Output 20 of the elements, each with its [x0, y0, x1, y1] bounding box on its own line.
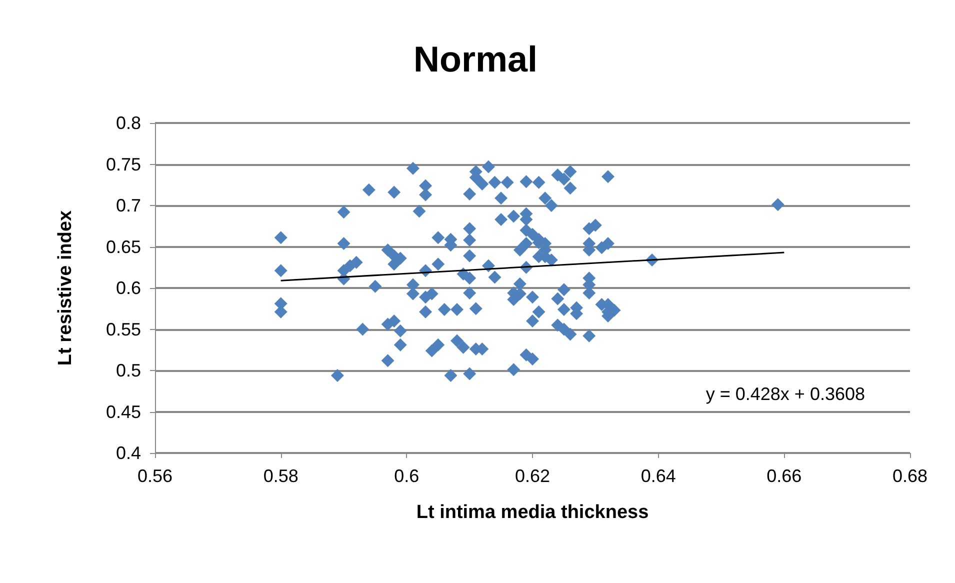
y-tick-label: 0.8: [116, 113, 141, 133]
annotation: y = 0.428x + 0.3608: [706, 384, 866, 404]
x-tick-label: 0.58: [263, 466, 298, 486]
y-tick-label: 0.4: [116, 443, 141, 463]
chart-title: Normal: [413, 38, 538, 80]
x-tick-label: 0.62: [514, 466, 550, 486]
y-tick-label: 0.75: [106, 154, 141, 174]
y-tick-label: 0.5: [116, 360, 141, 380]
x-tick-label: 0.6: [394, 466, 420, 486]
x-tick-label: 0.66: [766, 466, 802, 486]
y-tick-label: 0.65: [106, 236, 141, 257]
x-tick-label: 0.64: [640, 466, 676, 486]
y-tick-label: 0.6: [116, 278, 141, 298]
x-axis-title: Lt intima media thickness: [416, 502, 649, 523]
y-tick-label: 0.55: [106, 319, 141, 340]
y-axis-title: Lt resistive index: [55, 210, 76, 366]
x-tick-label: 0.68: [892, 466, 928, 486]
x-tick-label: 0.56: [137, 466, 173, 486]
y-tick-label: 0.45: [106, 402, 141, 422]
y-tick-label: 0.7: [116, 196, 141, 216]
